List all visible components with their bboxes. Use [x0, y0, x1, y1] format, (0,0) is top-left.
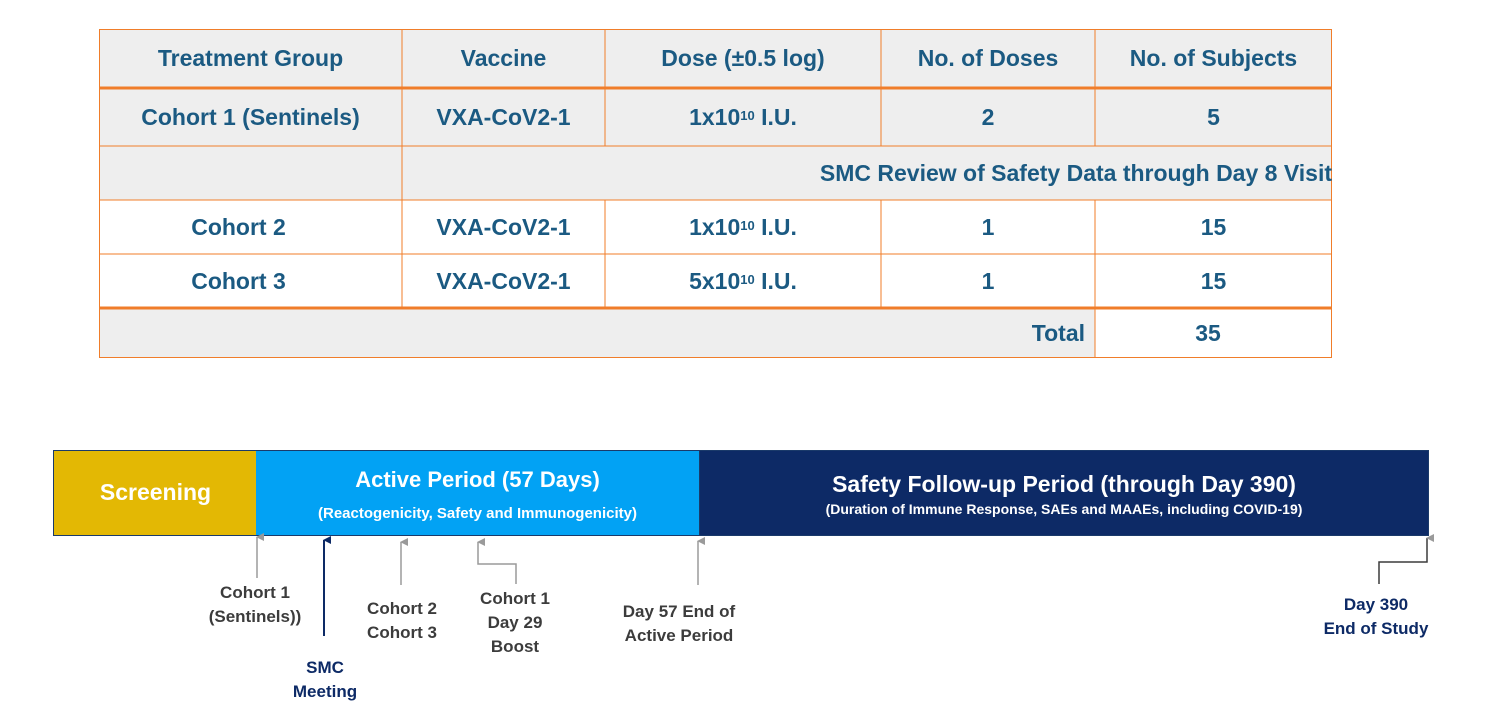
study-timeline: Screening Active Period (57 Days) (React… [53, 450, 1429, 536]
row3-subjects: 15 [1200, 267, 1227, 294]
label-day57-l1: Day 57 End of [622, 602, 736, 621]
header-dose: Dose (±0.5 log) [661, 45, 825, 71]
header-row-bg [99, 29, 1332, 88]
label-cohort1-l1: Cohort 1 [220, 583, 290, 602]
label-cohort23: Cohort 2 Cohort 3 [350, 597, 454, 645]
row2-doses: 1 [981, 213, 995, 240]
milestone-arrows [256, 533, 1434, 636]
total-label: Total [1031, 319, 1085, 346]
phase-safety-sub: (Duration of Immune Response, SAEs and M… [825, 501, 1303, 517]
header-num-doses: No. of Doses [917, 45, 1059, 71]
row2-dose: 1x10 10 I.U. [605, 200, 881, 254]
arrow-day390 [1378, 534, 1434, 584]
total-row-bg [99, 308, 1095, 358]
row1-group: Cohort 1 (Sentinels) [141, 103, 360, 130]
smc-review-row: SMC Review of Safety Data through Day 8 … [819, 159, 1332, 186]
row3-vaccine: VXA-CoV2-1 [436, 267, 571, 294]
row3-group: Cohort 3 [191, 267, 286, 294]
row1-dose-base: 1x10 [689, 103, 741, 130]
row1-bg [99, 88, 1332, 146]
row2-dose-base: 1x10 [689, 213, 741, 240]
label-boost-l1: Cohort 1 [480, 589, 550, 608]
arrow-boost [477, 538, 517, 584]
phase-active-label: Active Period (57 Days) [355, 467, 600, 492]
table-grid [99, 29, 1332, 358]
phase-safety-label: Safety Follow-up Period (through Day 390… [832, 471, 1296, 497]
phase-screening-label: Screening [99, 479, 212, 505]
row1-vaccine: VXA-CoV2-1 [436, 103, 571, 130]
phase-safety-followup: Safety Follow-up Period (through Day 390… [699, 450, 1429, 536]
phase-screening: Screening [53, 450, 256, 536]
label-boost-l2: Day 29 [487, 613, 543, 632]
row1-dose: 1x10 10 I.U. [605, 88, 881, 146]
row1-dose-exp: 10 [740, 107, 755, 123]
label-day390: Day 390 End of Study [1306, 593, 1446, 641]
label-boost-l3: Boost [490, 637, 540, 656]
row3-dose: 5x10 10 I.U. [605, 254, 881, 308]
table-outline [99, 29, 1332, 358]
label-day390-l1: Day 390 [1343, 595, 1409, 614]
row2-dose-exp: 10 [740, 217, 755, 233]
treatment-table: Treatment Group Vaccine Dose (±0.5 log) … [99, 29, 1332, 358]
phase-active: Active Period (57 Days) (Reactogenicity,… [256, 450, 699, 536]
phase-active-sub: (Reactogenicity, Safety and Immunogenici… [318, 505, 637, 522]
label-boost: Cohort 1 Day 29 Boost [462, 587, 568, 659]
label-smc: SMC Meeting [270, 656, 380, 704]
label-smc-l1: SMC [306, 658, 344, 677]
row1-doses: 2 [981, 103, 995, 130]
row3-dose-unit: I.U. [754, 267, 797, 294]
header-vaccine: Vaccine [460, 45, 547, 71]
header-treatment-group: Treatment Group [157, 45, 344, 71]
label-cohort23-l1: Cohort 2 [367, 599, 437, 618]
row2-vaccine: VXA-CoV2-1 [436, 213, 571, 240]
row3-dose-base: 5x10 [689, 267, 741, 294]
row2-group: Cohort 2 [191, 213, 286, 240]
label-smc-l2: Meeting [292, 682, 358, 701]
label-day57-l2: Active Period [624, 626, 734, 645]
row1-subjects: 5 [1207, 103, 1220, 130]
row2-subjects: 15 [1200, 213, 1227, 240]
label-cohort1-l2: (Sentinels)) [208, 607, 302, 626]
label-day390-l2: End of Study [1323, 619, 1429, 638]
row2-dose-unit: I.U. [754, 213, 797, 240]
row3-doses: 1 [981, 267, 995, 294]
label-cohort1: Cohort 1 (Sentinels)) [185, 581, 325, 629]
header-num-subjects: No. of Subjects [1129, 45, 1298, 71]
label-cohort23-l2: Cohort 3 [367, 623, 437, 642]
label-day57: Day 57 End of Active Period [604, 600, 754, 648]
review-row-bg [99, 146, 1332, 200]
row3-dose-exp: 10 [740, 271, 755, 287]
row1-dose-unit: I.U. [754, 103, 797, 130]
total-value: 35 [1195, 319, 1221, 346]
